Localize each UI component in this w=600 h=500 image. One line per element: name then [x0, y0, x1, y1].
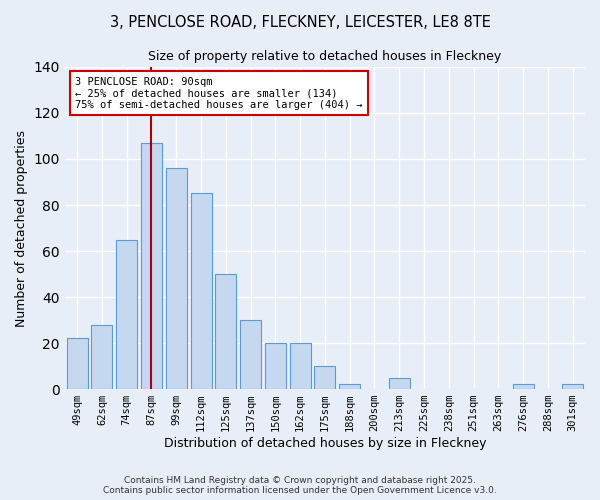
Text: 3 PENCLOSE ROAD: 90sqm
← 25% of detached houses are smaller (134)
75% of semi-de: 3 PENCLOSE ROAD: 90sqm ← 25% of detached… — [75, 76, 362, 110]
Bar — [91, 324, 112, 389]
Text: 3, PENCLOSE ROAD, FLECKNEY, LEICESTER, LE8 8TE: 3, PENCLOSE ROAD, FLECKNEY, LEICESTER, L… — [110, 15, 490, 30]
Bar — [290, 343, 311, 389]
Bar — [215, 274, 236, 389]
Bar — [67, 338, 88, 389]
Bar — [141, 143, 162, 389]
Bar — [314, 366, 335, 389]
Bar — [191, 194, 212, 389]
Bar — [562, 384, 583, 389]
Text: Contains HM Land Registry data © Crown copyright and database right 2025.
Contai: Contains HM Land Registry data © Crown c… — [103, 476, 497, 495]
Title: Size of property relative to detached houses in Fleckney: Size of property relative to detached ho… — [148, 50, 502, 63]
Y-axis label: Number of detached properties: Number of detached properties — [15, 130, 28, 326]
Bar — [389, 378, 410, 389]
Bar — [166, 168, 187, 389]
Bar — [265, 343, 286, 389]
X-axis label: Distribution of detached houses by size in Fleckney: Distribution of detached houses by size … — [164, 437, 486, 450]
Bar — [116, 240, 137, 389]
Bar — [240, 320, 261, 389]
Bar — [512, 384, 533, 389]
Bar — [339, 384, 360, 389]
